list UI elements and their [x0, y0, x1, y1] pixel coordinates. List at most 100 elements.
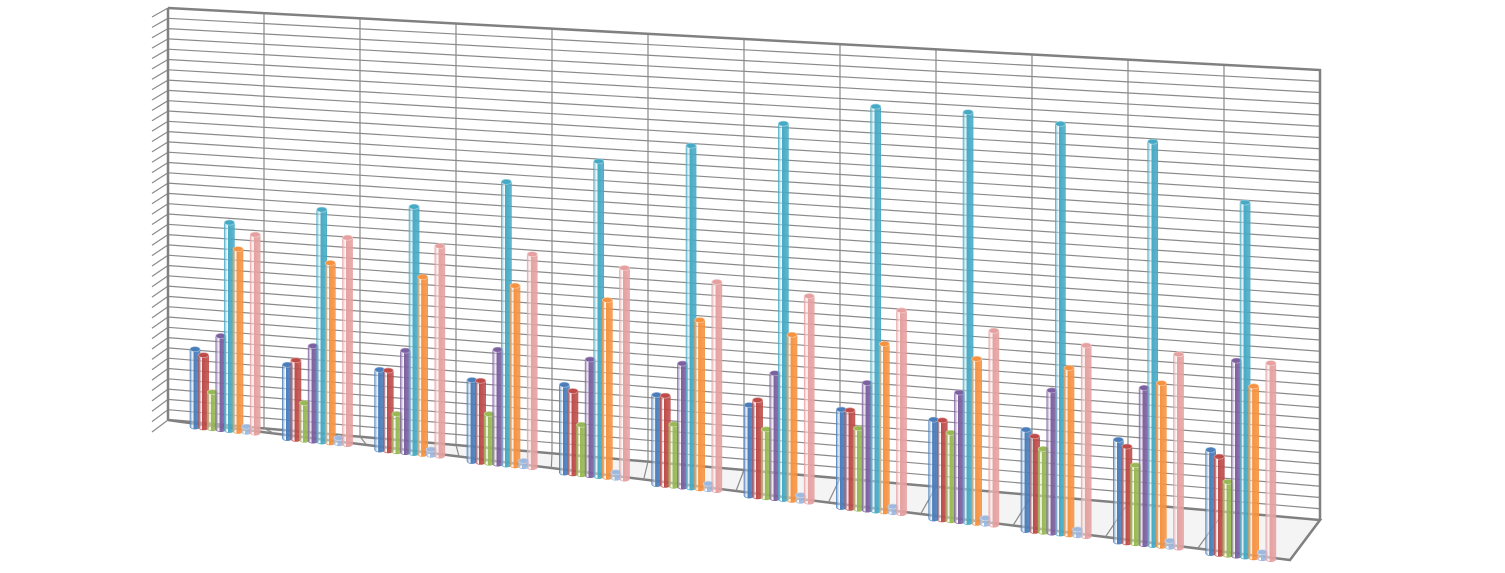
cylinder-top — [417, 274, 428, 280]
cylinder — [299, 400, 310, 443]
side-grid-line — [151, 203, 169, 215]
cylinder — [1130, 462, 1141, 547]
floor-divider — [550, 453, 553, 469]
floor-divider — [263, 427, 275, 435]
cylinder — [844, 407, 856, 511]
cylinder — [382, 367, 394, 454]
cylinder — [567, 388, 579, 477]
bar — [803, 293, 815, 505]
bar — [602, 297, 613, 480]
cylinder-top — [1205, 447, 1216, 453]
side-grid-line — [151, 368, 169, 381]
side-grid-line — [151, 275, 169, 288]
cylinder — [685, 142, 697, 491]
bar — [342, 234, 353, 447]
floor-divider — [735, 469, 745, 492]
side-grid-line — [151, 28, 169, 39]
cylinder-top — [198, 352, 209, 358]
side-grid-line — [151, 295, 169, 308]
cylinder-top — [475, 377, 486, 384]
cylinder — [526, 251, 538, 470]
cylinder — [752, 397, 763, 500]
side-grid-line — [151, 234, 169, 246]
side-grid-line — [151, 172, 169, 184]
cylinder-top — [1113, 436, 1124, 443]
cylinder — [559, 381, 570, 476]
cylinder — [1213, 453, 1225, 557]
cylinder-top — [1080, 342, 1092, 349]
side-grid-line — [151, 89, 169, 101]
cylinder-top — [870, 103, 882, 110]
bar — [1063, 365, 1075, 538]
bar — [434, 243, 446, 459]
cylinder — [316, 206, 328, 445]
cylinder-top — [844, 407, 856, 414]
side-grid-line — [151, 398, 169, 412]
cylinder — [492, 346, 504, 467]
side-grid-line — [151, 131, 169, 143]
cylinder — [651, 392, 662, 487]
cylinder-top — [896, 307, 907, 314]
side-grid-line — [151, 326, 169, 340]
side-grid-line — [151, 161, 169, 174]
cylinder — [241, 423, 252, 435]
bar — [988, 327, 1000, 528]
bar — [896, 307, 907, 516]
cylinder — [1147, 138, 1159, 548]
cylinder — [342, 234, 353, 447]
cylinder — [1256, 549, 1268, 562]
cylinder — [198, 352, 209, 431]
side-grid-line — [151, 306, 169, 319]
cylinder — [1205, 447, 1216, 556]
side-grid-line — [151, 347, 169, 360]
cylinder — [668, 421, 680, 489]
cylinder-top — [602, 297, 613, 303]
cylinder — [1248, 383, 1259, 561]
cylinder-top — [803, 293, 815, 299]
cylinder — [870, 103, 882, 514]
side-grid-line — [151, 110, 169, 122]
cylinder-top — [567, 388, 579, 394]
bar — [526, 251, 538, 470]
cylinder — [896, 307, 907, 516]
side-grid-line — [151, 357, 169, 371]
cylinder-top — [316, 206, 328, 213]
bar — [1080, 342, 1092, 539]
cylinder — [417, 274, 428, 457]
side-grid-line — [151, 254, 169, 267]
bar — [1265, 360, 1277, 562]
cylinder-top — [434, 243, 446, 249]
cylinder-top — [1239, 199, 1251, 206]
cylinder — [962, 109, 974, 525]
cylinder-top — [189, 346, 201, 353]
cylinder-top — [971, 356, 982, 362]
bar — [1173, 351, 1184, 551]
bar — [971, 356, 982, 526]
cylinder — [1063, 365, 1075, 538]
cylinder — [786, 331, 798, 503]
cylinder-top — [593, 158, 605, 165]
wall-frame — [166, 6, 1322, 520]
cylinder — [509, 282, 521, 469]
cylinder — [189, 346, 201, 430]
cylinder — [1156, 380, 1167, 549]
bar — [1156, 380, 1167, 549]
cylinder — [1020, 426, 1032, 533]
cylinder — [1113, 436, 1124, 545]
bar — [786, 332, 798, 503]
cylinder-top — [619, 265, 630, 271]
cylinder-top — [526, 251, 538, 258]
cylinder-top — [778, 120, 789, 127]
cylinder — [795, 492, 806, 504]
cylinder-top — [711, 279, 723, 285]
side-grid-line — [151, 7, 169, 18]
side-grid-line — [151, 48, 169, 60]
side-grid-line — [151, 120, 169, 132]
cylinder-top — [1020, 426, 1032, 433]
side-grid-line — [151, 265, 169, 277]
cylinder — [408, 203, 420, 456]
cylinder-top — [659, 392, 671, 399]
cylinder-top — [1063, 365, 1075, 371]
cylinder — [501, 179, 512, 468]
cylinder — [434, 243, 446, 459]
